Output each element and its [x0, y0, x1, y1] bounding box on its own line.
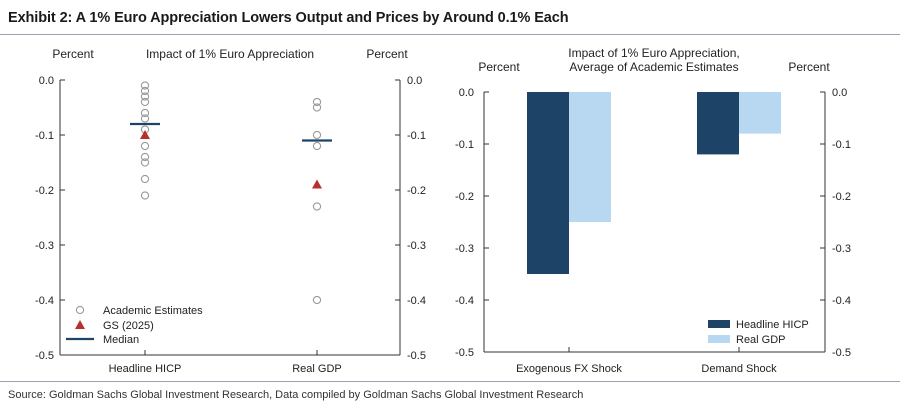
y-tick-label-left: -0.4 [455, 295, 474, 307]
real-gdp-bar [739, 92, 781, 134]
x-tick-label: Real GDP [292, 363, 342, 375]
chart-title: Impact of 1% Euro Appreciation [146, 47, 314, 61]
y-tick-label-right: -0.1 [407, 130, 426, 142]
academic-estimate-point [312, 103, 322, 112]
legend-academic-label: Academic Estimates [103, 305, 203, 317]
chart-title-line-1: Impact of 1% Euro Appreciation, [568, 46, 739, 60]
headline-hicp-bar [697, 92, 739, 155]
y-tick-label-right: -0.5 [832, 347, 851, 359]
y-tick-label-right: -0.4 [832, 295, 851, 307]
y-tick-label-left: -0.4 [35, 295, 54, 307]
y-tick-label-right: 0.0 [832, 87, 847, 99]
exhibit-title: Exhibit 2: A 1% Euro Appreciation Lowers… [8, 10, 569, 26]
gs-2025-point [140, 130, 150, 139]
y-tick-label-right: -0.5 [407, 350, 426, 362]
legend-hicp-swatch [708, 320, 730, 328]
gs-2025-point [312, 179, 322, 189]
academic-estimate-point [140, 108, 150, 118]
academic-estimate-point [312, 141, 322, 151]
academic-estimate-point [312, 295, 322, 305]
academic-estimate-point [140, 158, 150, 167]
y-tick-label-right: -0.3 [832, 243, 851, 255]
academic-estimate-point [140, 86, 150, 96]
academic-estimate-point [140, 174, 150, 184]
academic-estimate-point [140, 191, 150, 200]
y-axis-label-left: Percent [52, 47, 94, 61]
y-tick-label-left: 0.0 [39, 75, 54, 87]
legend-median-label: Median [103, 334, 139, 346]
x-tick-label: Headline HICP [109, 363, 182, 375]
x-tick-label: Exogenous FX Shock [516, 363, 622, 375]
y-tick-label-left: -0.1 [455, 139, 474, 151]
y-tick-label-left: -0.3 [35, 240, 54, 252]
academic-estimate-point [140, 97, 150, 107]
headline-hicp-bar [527, 92, 569, 274]
legend-gdp-swatch [708, 335, 730, 343]
legend-gdp-label: Real GDP [736, 334, 786, 346]
y-tick-label-right: -0.3 [407, 240, 426, 252]
legend-gs-swatch [75, 320, 85, 329]
y-tick-label-left: -0.2 [455, 191, 474, 203]
y-axis-label-left: Percent [478, 60, 520, 74]
y-axis-label-right: Percent [788, 60, 830, 74]
academic-estimate-point [140, 152, 150, 162]
y-tick-label-right: -0.4 [407, 295, 426, 307]
academic-estimate-point [312, 202, 322, 211]
y-tick-label-left: -0.2 [35, 185, 54, 197]
academic-estimate-point [140, 81, 150, 90]
academic-estimate-point [140, 114, 150, 123]
y-tick-label-right: -0.2 [832, 191, 851, 203]
title-divider [0, 34, 900, 35]
source-divider [0, 381, 900, 382]
y-tick-label-right: -0.2 [407, 185, 426, 197]
academic-estimate-point [312, 97, 322, 107]
x-tick-label: Demand Shock [701, 363, 777, 375]
academic-estimate-point [140, 92, 150, 101]
academic-estimate-point [312, 130, 322, 140]
y-tick-label-left: -0.5 [455, 347, 474, 359]
real-gdp-bar [569, 92, 611, 222]
legend-gs-label: GS (2025) [103, 320, 154, 332]
source-note: Source: Goldman Sachs Global Investment … [8, 389, 584, 401]
academic-estimate-point [140, 141, 150, 151]
chart-title-line-2: Average of Academic Estimates [569, 60, 738, 74]
y-tick-label-left: -0.5 [35, 350, 54, 362]
y-tick-label-right: 0.0 [407, 75, 422, 87]
y-tick-label-left: -0.3 [455, 243, 474, 255]
y-axis-label-right: Percent [366, 47, 408, 61]
legend-academic-swatch [75, 305, 85, 315]
legend-hicp-label: Headline HICP [736, 319, 809, 331]
y-tick-label-left: 0.0 [459, 87, 474, 99]
y-tick-label-left: -0.1 [35, 130, 54, 142]
y-tick-label-right: -0.1 [832, 139, 851, 151]
